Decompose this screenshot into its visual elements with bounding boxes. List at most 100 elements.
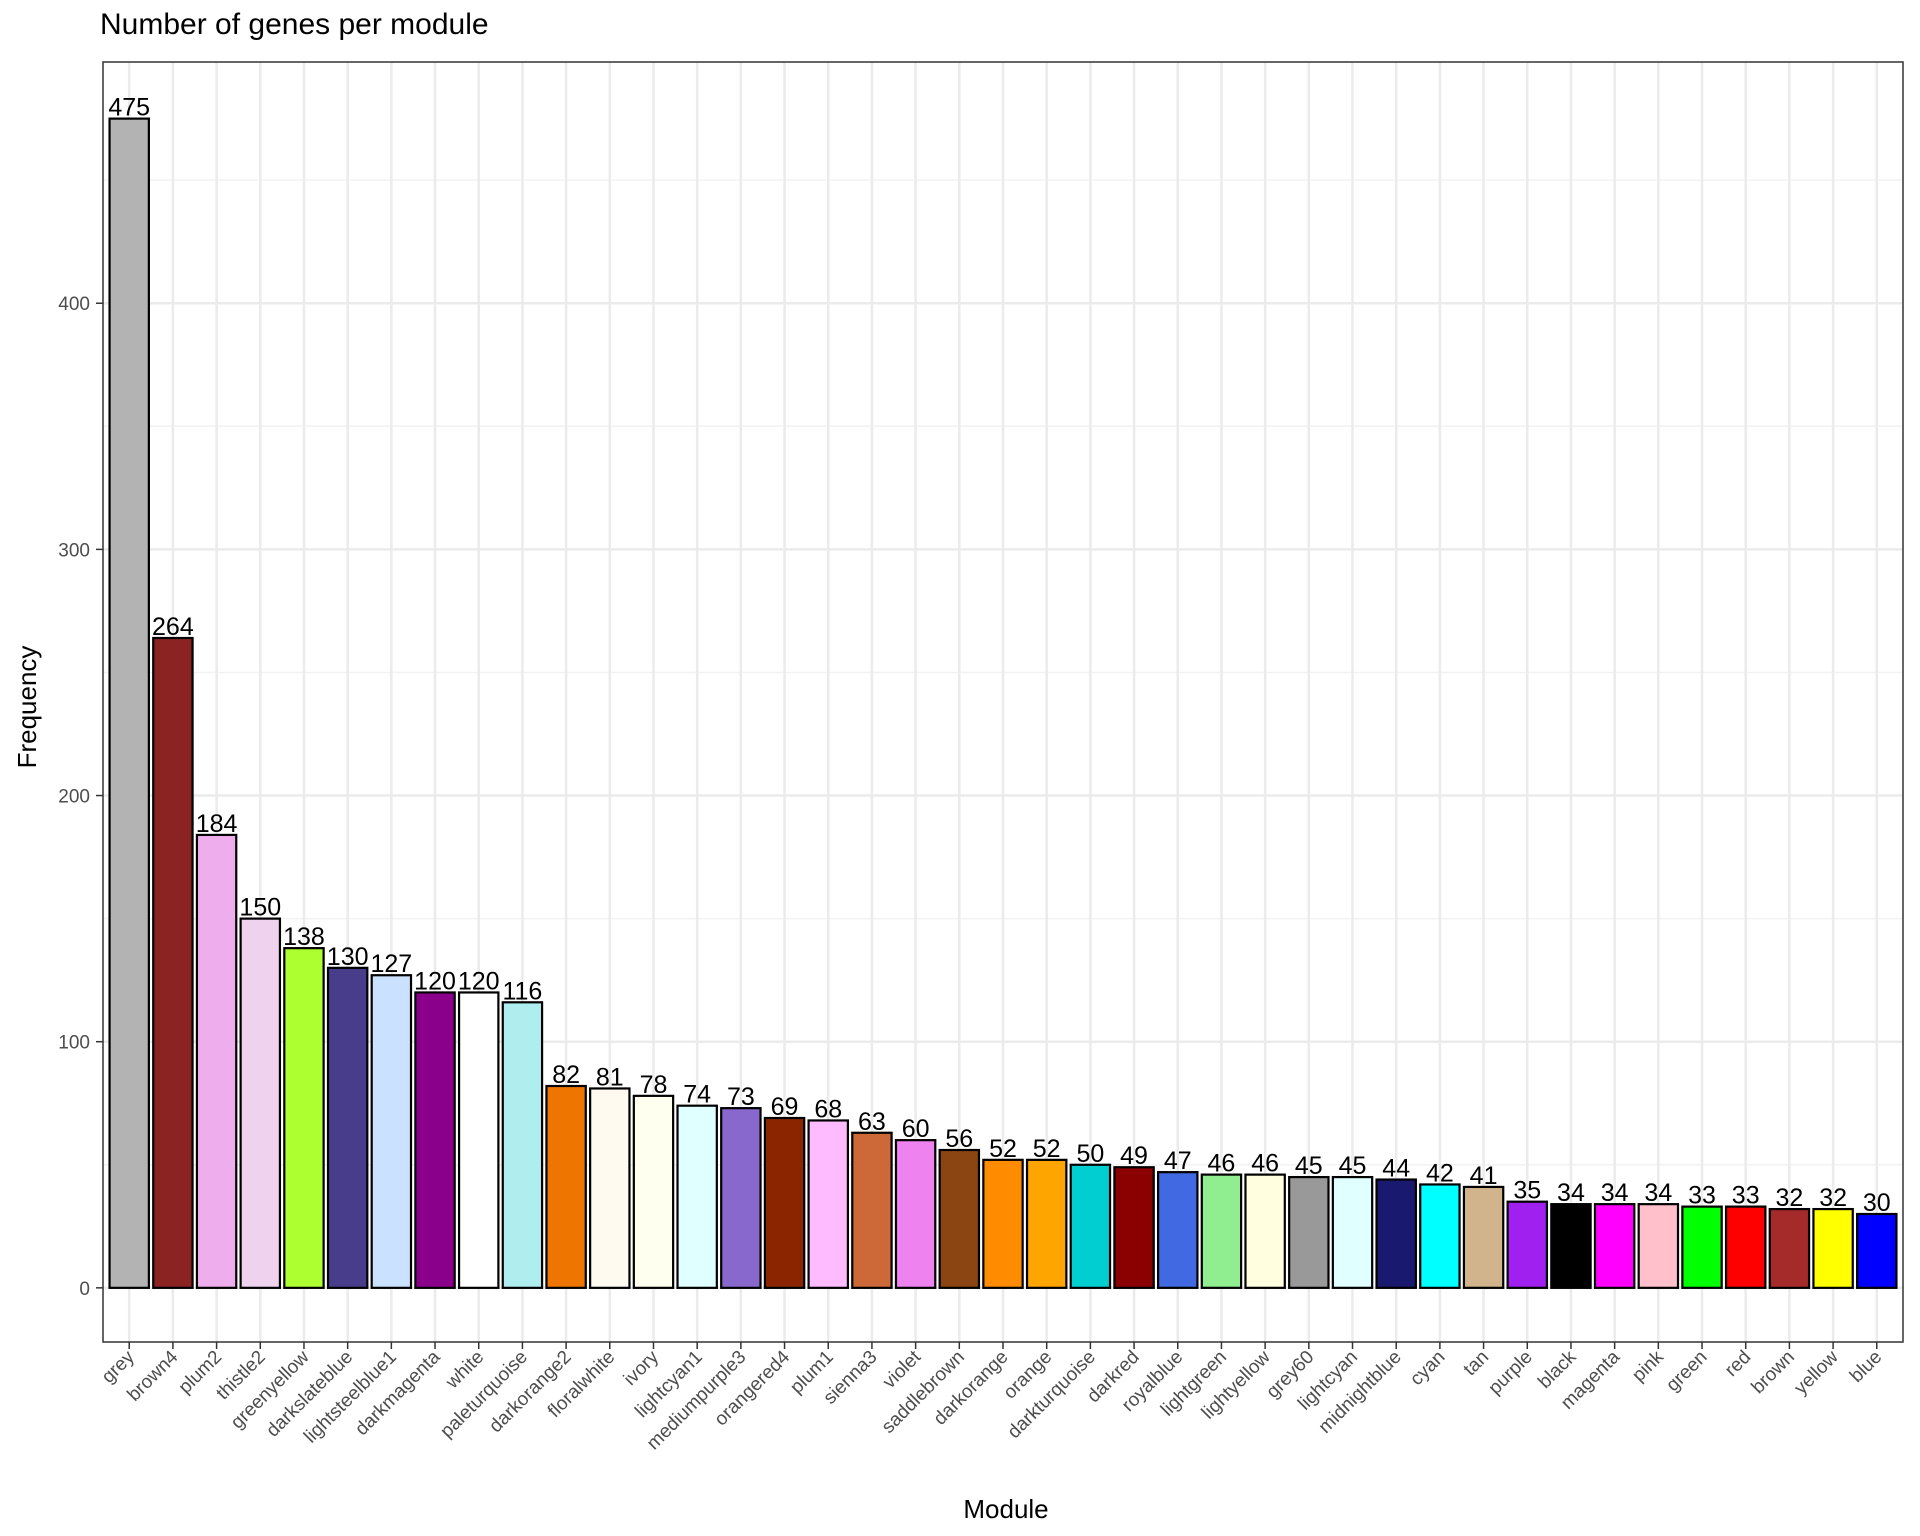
bar-plum1	[807, 1119, 850, 1289]
data-label-violet: 60	[902, 1115, 930, 1143]
data-label-purple: 35	[1513, 1177, 1541, 1205]
data-label-white: 120	[458, 967, 500, 995]
bar-lightsteelblue1	[370, 974, 413, 1289]
bar-darkmagenta	[414, 991, 456, 1289]
data-label-lightyellow: 46	[1251, 1150, 1279, 1178]
bar-darkslateblue	[326, 966, 369, 1289]
bar-magenta	[1593, 1203, 1636, 1289]
bar-brown	[1768, 1207, 1811, 1289]
bar-floralwhite	[589, 1087, 631, 1289]
bar-thistle2	[239, 917, 282, 1289]
bar-orangered4	[763, 1116, 806, 1289]
data-label-darkred: 49	[1120, 1142, 1148, 1170]
data-label-plum1: 68	[814, 1095, 842, 1123]
bar-violet	[894, 1139, 937, 1289]
data-label-mediumpurple3: 73	[727, 1083, 755, 1111]
bar-sienna3	[851, 1131, 893, 1289]
data-label-lightsteelblue1: 127	[370, 950, 412, 978]
bar-tan	[1462, 1185, 1505, 1289]
data-label-ivory: 78	[640, 1071, 668, 1099]
x-tick-label-red: red	[1721, 1347, 1755, 1381]
data-label-brown4: 264	[152, 613, 194, 641]
bar-lightyellow	[1244, 1173, 1286, 1289]
data-label-orange: 52	[1033, 1135, 1061, 1163]
bar-darkorange2	[545, 1084, 587, 1289]
x-tick-label-tan: tan	[1460, 1347, 1494, 1381]
x-tick-label-green: green	[1662, 1347, 1711, 1396]
bar-cyan	[1419, 1183, 1461, 1289]
bar-lightgreen	[1200, 1173, 1243, 1289]
bar-darkorange	[982, 1158, 1024, 1289]
data-label-darkorange: 52	[989, 1135, 1017, 1163]
bar-red	[1724, 1205, 1767, 1289]
bar-paleturquoise	[501, 1001, 544, 1289]
bar-saddlebrown	[938, 1148, 981, 1289]
data-label-orangered4: 69	[771, 1093, 799, 1121]
y-tick-label: 400	[58, 294, 90, 315]
data-label-royalblue: 47	[1164, 1147, 1192, 1175]
data-label-grey60: 45	[1295, 1152, 1323, 1180]
bar-green	[1681, 1205, 1723, 1289]
bar-royalblue	[1156, 1171, 1199, 1289]
data-label-lightcyan: 45	[1339, 1152, 1367, 1180]
data-label-midnightblue: 44	[1382, 1155, 1410, 1183]
data-label-cyan: 42	[1426, 1159, 1454, 1187]
data-label-brown: 32	[1776, 1184, 1804, 1212]
x-tick-label-brown: brown	[1748, 1347, 1799, 1398]
y-axis-title: Frequency	[12, 646, 42, 769]
data-label-darkmagenta: 120	[414, 967, 456, 995]
data-label-pink: 34	[1644, 1179, 1672, 1207]
x-tick-label-yellow: yellow	[1790, 1346, 1842, 1398]
data-label-plum2: 184	[196, 810, 238, 838]
y-tick-label: 100	[58, 1033, 90, 1054]
bar-lightcyan	[1331, 1175, 1374, 1289]
bar-darkturquoise	[1069, 1163, 1112, 1289]
bar-darkred	[1113, 1166, 1155, 1289]
bar-purple	[1506, 1200, 1549, 1289]
bar-grey	[108, 117, 150, 1289]
y-tick-label: 0	[79, 1279, 90, 1300]
bar-pink	[1637, 1203, 1680, 1289]
data-label-grey: 475	[108, 94, 150, 122]
data-label-magenta: 34	[1601, 1179, 1629, 1207]
data-label-yellow: 32	[1819, 1184, 1847, 1212]
y-tick-label: 300	[58, 540, 90, 561]
y-tick-label: 200	[58, 787, 90, 808]
data-label-darkorange2: 82	[552, 1061, 580, 1089]
data-label-darkturquoise: 50	[1076, 1140, 1104, 1168]
bar-grey60	[1288, 1175, 1330, 1289]
bar-mediumpurple3	[720, 1107, 762, 1289]
data-label-sienna3: 63	[858, 1108, 886, 1136]
bar-lightcyan1	[676, 1104, 718, 1289]
bar-blue	[1856, 1212, 1898, 1289]
chart-title: Number of genes per module	[100, 8, 489, 41]
data-label-darkslateblue: 130	[327, 943, 369, 971]
data-label-paleturquoise: 116	[502, 977, 542, 1005]
data-label-lightgreen: 46	[1208, 1150, 1236, 1178]
x-tick-label-blue: blue	[1846, 1347, 1886, 1387]
bar-ivory	[632, 1094, 675, 1289]
bar-greenyellow	[283, 947, 325, 1289]
data-label-floralwhite: 81	[596, 1063, 624, 1091]
bar-yellow	[1812, 1207, 1854, 1289]
data-label-tan: 41	[1470, 1162, 1498, 1190]
data-label-greenyellow: 138	[283, 923, 325, 951]
bar-white	[457, 991, 500, 1289]
bar-plum2	[195, 833, 238, 1289]
bar-layer	[108, 117, 1898, 1289]
data-label-saddlebrown: 56	[945, 1125, 973, 1153]
data-label-black: 34	[1557, 1179, 1585, 1207]
x-tick-label-purple: purple	[1485, 1347, 1537, 1399]
data-label-green: 33	[1688, 1182, 1716, 1210]
x-axis-title: Module	[963, 1494, 1048, 1524]
bar-black	[1550, 1203, 1592, 1289]
bar-midnightblue	[1375, 1178, 1417, 1289]
bar-brown4	[152, 636, 194, 1289]
x-tick-label-cyan: cyan	[1406, 1347, 1449, 1390]
bar-orange	[1025, 1158, 1068, 1289]
data-label-red: 33	[1732, 1182, 1760, 1210]
data-label-lightcyan1: 74	[683, 1081, 711, 1109]
data-label-thistle2: 150	[239, 894, 281, 922]
